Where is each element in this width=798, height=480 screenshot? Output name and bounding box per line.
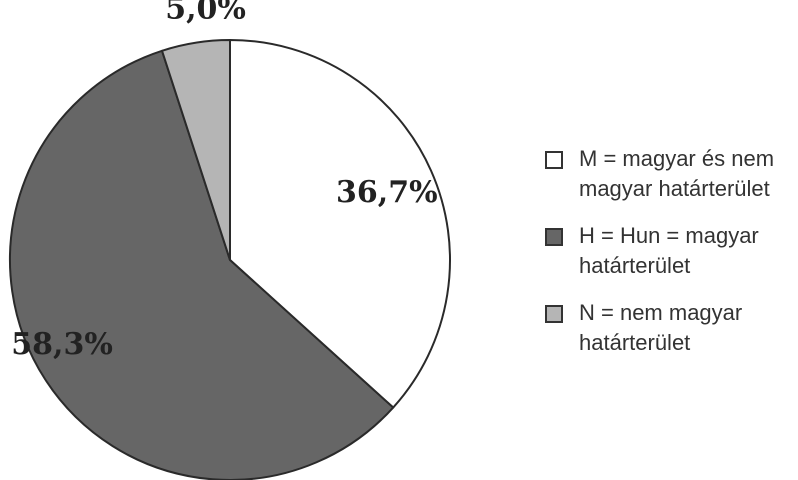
pie-slice-n [161,39,231,261]
pie-slices [9,39,451,480]
value-label-n: 5,0% [165,0,246,27]
legend-label-n: N = nem magyar határterület [579,300,743,355]
pie-chart: 36,7% 58,3% 5,0% [9,0,451,480]
pie-slice-h [9,49,395,480]
legend-item-m: M = magyar és nem magyar határterület [545,144,795,204]
value-label-m: 36,7% [336,175,438,210]
pie-value-labels: 36,7% 58,3% 5,0% [11,0,437,362]
legend: M = magyar és nem magyar határterület H … [545,144,795,375]
legend-swatch-n [545,305,563,323]
pie-slice-m [229,39,451,409]
legend-item-h: H = Hun = magyar határterület [545,221,795,281]
legend-swatch-h [545,228,563,246]
legend-swatch-m [545,151,563,169]
legend-label-m: M = magyar és nem magyar határterület [579,146,775,201]
legend-label-h: H = Hun = magyar határterület [579,223,759,278]
legend-item-n: N = nem magyar határterület [545,298,795,358]
value-label-h: 58,3% [11,327,113,362]
